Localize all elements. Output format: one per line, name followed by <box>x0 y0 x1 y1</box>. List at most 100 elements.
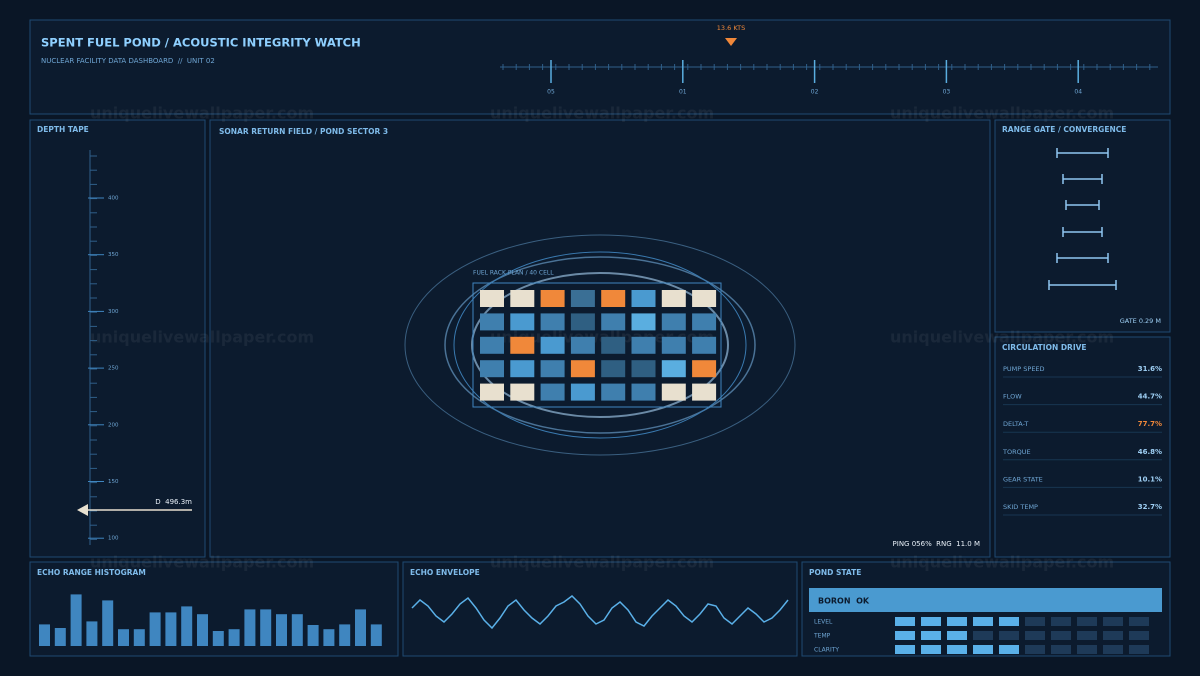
fuel-cell <box>510 383 535 401</box>
hist-bar <box>339 624 351 646</box>
row-label: GEAR STATE <box>1003 475 1043 483</box>
tape-label: 150 <box>108 479 119 485</box>
row-label: LEVEL <box>814 619 833 626</box>
row-label: CLARITY <box>814 647 839 654</box>
fuel-cell <box>540 383 565 401</box>
watermark: uniquelivewallpaper.com <box>90 104 314 123</box>
segment <box>921 645 941 654</box>
row-label: PUMP SPEED <box>1003 365 1045 373</box>
fuel-cell <box>480 290 504 307</box>
circulation-panel <box>994 336 1171 558</box>
envelope-panel <box>402 561 798 657</box>
watermark: uniquelivewallpaper.com <box>890 104 1114 123</box>
sonar-rings <box>404 234 796 456</box>
envelope-line <box>411 595 789 630</box>
segment <box>973 617 993 626</box>
hist-bar <box>149 612 161 646</box>
segment <box>1025 631 1045 640</box>
hist-bar <box>260 609 272 646</box>
fuel-cell <box>601 336 626 354</box>
marker-label: 13.6 KTS <box>717 24 745 32</box>
fuel-cell <box>480 313 504 331</box>
segment <box>973 645 993 654</box>
segment <box>895 617 915 626</box>
segment <box>1051 617 1071 626</box>
segment <box>1103 617 1123 626</box>
hist-bar <box>197 614 208 646</box>
tape-label: 200 <box>108 422 119 428</box>
fuel-cell <box>631 360 656 378</box>
fuel-cell <box>510 336 535 354</box>
hist-bar <box>70 594 82 646</box>
fuel-cell <box>480 383 504 401</box>
fuel-cell <box>692 313 717 331</box>
panel-title: POND STATE <box>809 568 861 577</box>
row-label: TORQUE <box>1002 448 1031 456</box>
row-value: 10.1% <box>1138 475 1162 483</box>
fuel-cell <box>510 360 535 378</box>
fuel-cell <box>601 360 626 378</box>
segment <box>895 645 915 654</box>
watermark: uniquelivewallpaper.com <box>490 553 714 572</box>
fuel-cell <box>661 360 686 378</box>
row-label: TEMP <box>813 633 831 640</box>
subtitle: NUCLEAR FACILITY DATA DASHBOARD // UNIT … <box>41 57 215 65</box>
hist-bar <box>39 624 50 646</box>
hist-bar <box>307 625 319 646</box>
fuel-cell <box>661 336 686 354</box>
segment <box>947 645 967 654</box>
segment <box>1103 645 1123 654</box>
title: SPENT FUEL POND / ACOUSTIC INTEGRITY WAT… <box>41 36 361 50</box>
fuel-cell <box>540 290 565 307</box>
segment <box>895 631 915 640</box>
segment <box>947 631 967 640</box>
segment <box>1129 631 1149 640</box>
fuel-cell <box>510 290 535 307</box>
hist-bar <box>181 606 193 646</box>
fuel-cell <box>631 336 656 354</box>
hist-bar <box>244 609 256 646</box>
status-text: BORON OK <box>818 597 870 606</box>
fuel-cell <box>601 383 626 401</box>
scale-label: 03 <box>943 89 951 96</box>
row-value: 77.7% <box>1138 420 1162 428</box>
watermark: uniquelivewallpaper.com <box>90 553 314 572</box>
tape-label: 300 <box>108 309 119 315</box>
row-value: 32.7% <box>1138 503 1162 511</box>
fuel-cell <box>570 313 595 331</box>
status-bar <box>809 588 1162 612</box>
fuel-cell <box>601 290 626 307</box>
depth-panel <box>29 119 206 558</box>
scale-label: 01 <box>679 89 687 96</box>
sonar-footer: PING 056% RNG 11.0 M <box>893 540 980 548</box>
segment <box>1129 645 1149 654</box>
panel-title: RANGE GATE / CONVERGENCE <box>1002 125 1126 134</box>
fuel-cell <box>631 383 656 401</box>
segment <box>999 617 1019 626</box>
fuel-cell <box>692 383 717 401</box>
fuel-cell <box>540 336 565 354</box>
segment <box>1025 617 1045 626</box>
fuel-cell <box>692 290 717 307</box>
row-label: FLOW <box>1003 393 1022 401</box>
rack-label: FUEL RACK PLAN / 40 CELL <box>473 270 554 277</box>
row-label: DELTA-T <box>1003 420 1028 428</box>
panel-title: ECHO ENVELOPE <box>410 568 480 577</box>
fuel-cell <box>480 336 504 354</box>
fuel-cell <box>661 290 686 307</box>
marker <box>725 38 737 46</box>
segment <box>973 631 993 640</box>
fuel-cell <box>631 290 656 307</box>
fuel-cell <box>661 383 686 401</box>
segment <box>947 617 967 626</box>
scale-label: 02 <box>811 89 819 96</box>
segment <box>999 645 1019 654</box>
tape-label: 250 <box>108 366 119 372</box>
fuel-cell <box>540 313 565 331</box>
fuel-cell <box>692 360 717 378</box>
fuel-cell <box>570 360 595 378</box>
hist-bar <box>276 614 287 646</box>
row-value: 46.8% <box>1138 448 1162 456</box>
hist-bar <box>212 631 224 646</box>
